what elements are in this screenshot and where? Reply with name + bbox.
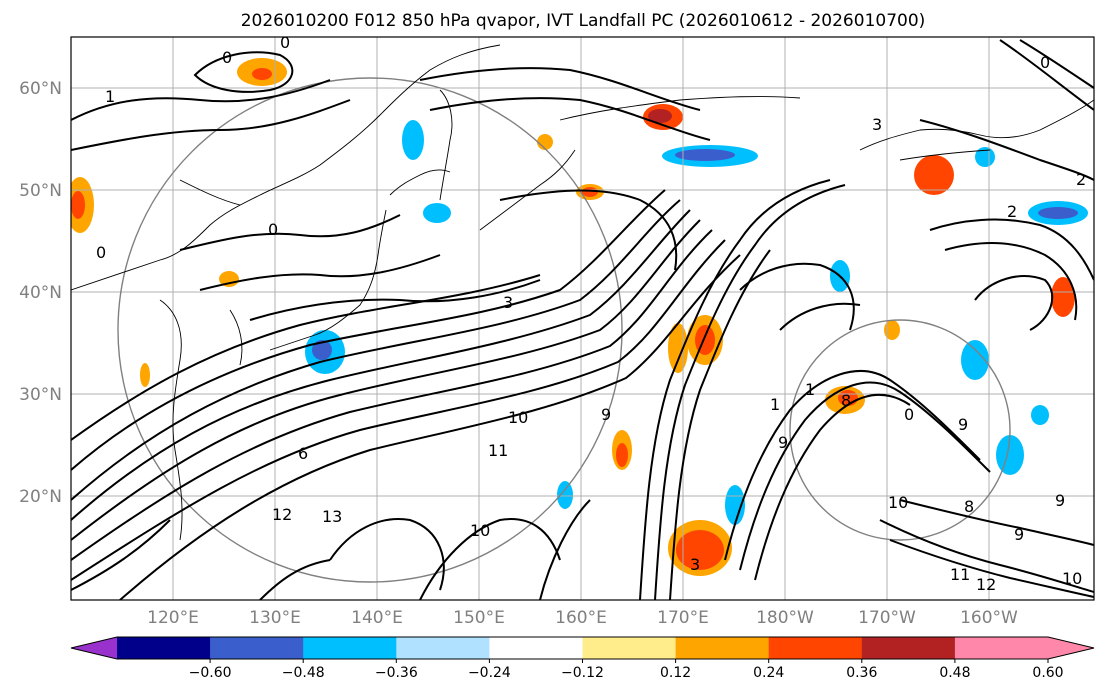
contour-labels: 0 0 1 0 0 3 2 2 0 1 3 6 10 11 9 1 9 8 0 …: [96, 33, 1086, 594]
contour-label: 2: [1076, 170, 1086, 189]
contour-label: 10: [1062, 569, 1082, 588]
coastlines: [71, 44, 1094, 541]
contour-label: 10: [888, 493, 908, 512]
contour-label: 9: [601, 405, 611, 424]
contour-label: 2: [1007, 202, 1017, 221]
colorbar-cell: [489, 637, 583, 659]
contour-label: 6: [298, 444, 308, 463]
contour-label: 3: [872, 115, 882, 134]
lon-tick: 140°E: [351, 608, 403, 628]
colorbar-tick-label: −0.36: [375, 665, 418, 681]
contour-label: 0: [268, 220, 278, 239]
map-title: 2026010200 F012 850 hPa qvapor, IVT Land…: [241, 11, 926, 31]
lon-tick: 170°W: [858, 608, 916, 628]
colorbar-tick-label: −0.12: [561, 665, 604, 681]
contour-label: 0: [1040, 53, 1050, 72]
ivt-contours: [71, 39, 1094, 600]
map-panel: 0 0 1 0 0 3 2 2 0 1 3 6 10 11 9 1 9 8 0 …: [70, 33, 1095, 601]
lat-tick: 20°N: [19, 487, 62, 507]
contour-label: 10: [508, 408, 528, 427]
landfall-range-circles: [117, 77, 1011, 583]
colorbar-cell: [396, 637, 490, 659]
contour-label: 1: [105, 87, 115, 106]
contour-label: 11: [488, 441, 508, 460]
colorbar-tick-label: 0.48: [939, 665, 970, 681]
contour-label: 12: [976, 575, 996, 594]
colorbar-cell: [210, 637, 304, 659]
contour-label: 1: [805, 380, 815, 399]
contour-label: 9: [1055, 491, 1065, 510]
colorbar-cell: [303, 637, 397, 659]
colorbar-tick-label: 0.60: [1032, 665, 1063, 681]
contour-label: 11: [950, 565, 970, 584]
lat-tick: 60°N: [19, 79, 62, 99]
contour-label: 0: [280, 33, 290, 52]
longitude-ticks: 120°E 130°E 140°E 150°E 160°E 170°E 180°…: [147, 608, 1018, 628]
contour-label: 10: [470, 521, 490, 540]
colorbar-cell: [582, 637, 677, 659]
lon-tick: 180°W: [756, 608, 814, 628]
colorbar-tick-label: −0.24: [468, 665, 511, 681]
colorbar-cell: [117, 637, 211, 659]
contour-label: 3: [690, 555, 700, 574]
lat-tick: 40°N: [19, 283, 62, 303]
contour-label: 8: [964, 497, 974, 516]
colorbar-cell: [675, 637, 770, 659]
contour-label: 0: [96, 243, 106, 262]
contour-label: 0: [222, 48, 232, 67]
lon-tick: 130°E: [249, 608, 301, 628]
contour-label: 1: [770, 395, 780, 414]
colorbar-cell: [954, 637, 1049, 659]
lon-tick: 150°E: [453, 608, 505, 628]
contour-label: 0: [904, 405, 914, 424]
contour-label: 9: [958, 415, 968, 434]
colorbar-tick-label: 0.36: [846, 665, 877, 681]
contour-label: 8: [841, 391, 851, 410]
latitude-ticks: 20°N 30°N 40°N 50°N 60°N: [19, 79, 62, 507]
map-frame: [70, 36, 1095, 601]
lat-tick: 50°N: [19, 181, 62, 201]
colorbar-tick-label: 0.12: [660, 665, 691, 681]
colorbar-cell: [768, 637, 863, 659]
colorbar-tick-label: 0.24: [753, 665, 784, 681]
colorbar-outline: [70, 636, 1095, 660]
contour-label: 3: [503, 293, 513, 312]
contour-label: 9: [778, 433, 788, 452]
lon-tick: 120°E: [147, 608, 199, 628]
contour-label: 12: [272, 505, 292, 524]
contour-label: 9: [1014, 525, 1024, 544]
qvapor-shading: [71, 58, 1088, 576]
lon-tick: 160°E: [555, 608, 607, 628]
lon-tick: 170°E: [657, 608, 709, 628]
colorbar-cell: [861, 637, 956, 659]
colorbar-tick-label: −0.60: [189, 665, 232, 681]
colorbar-extend-high: [1048, 637, 1094, 659]
contour-label: 13: [322, 507, 342, 526]
lon-tick: 160°W: [960, 608, 1018, 628]
lat-tick: 30°N: [19, 385, 62, 405]
colorbar-tick-label: −0.48: [282, 665, 325, 681]
colorbar-extend-low: [71, 637, 117, 659]
colorbar: −0.60 −0.48 −0.36 −0.24 −0.12 0.12 0.24 0.36 0.4…: [70, 636, 1095, 681]
